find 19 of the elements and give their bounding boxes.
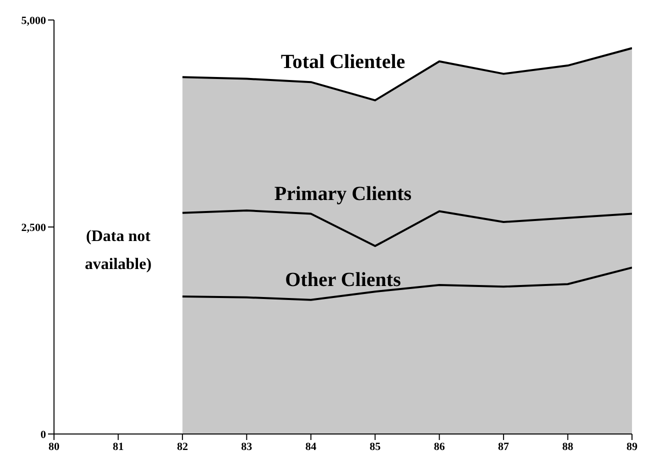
- y-tick-label: 0: [40, 428, 46, 441]
- x-tick-label: 87: [498, 440, 510, 453]
- annotation: (Data not available): [84, 227, 153, 275]
- line-series: [181, 209, 632, 248]
- x-tick-label: 83: [241, 440, 253, 453]
- x-tick-label: 85: [370, 440, 382, 453]
- x-tick-label: 84: [305, 440, 317, 453]
- x-tick-label: 82: [176, 440, 188, 453]
- y-tick-label: 2,500: [21, 222, 46, 234]
- series-label: Primary Clients: [274, 182, 412, 205]
- x-tick-label: 80: [48, 440, 60, 453]
- x-tick-label: 81: [112, 440, 124, 453]
- y-tick-label: 5,000: [21, 14, 46, 27]
- x-tick-label: 89: [626, 440, 638, 453]
- x-tick-label: 86: [434, 440, 446, 453]
- line-series: [181, 266, 632, 301]
- x-tick-label: 88: [562, 440, 574, 453]
- series-label: Total Clientele: [280, 51, 406, 74]
- series-label: Other Clients: [285, 268, 402, 291]
